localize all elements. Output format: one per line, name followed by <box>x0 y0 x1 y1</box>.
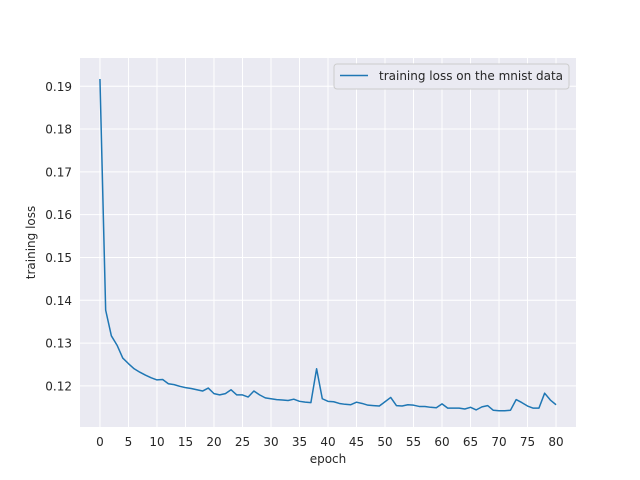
x-tick-label: 80 <box>548 435 563 449</box>
y-tick-labels: 0.12 0.13 0.14 0.15 0.16 0.17 0.18 0.19 <box>45 80 72 394</box>
legend: training loss on the mnist data <box>333 63 570 90</box>
grid-lines <box>80 58 576 427</box>
series-line <box>99 78 557 412</box>
y-tick-label: 0.15 <box>45 251 72 265</box>
x-tick-label: 55 <box>406 435 421 449</box>
x-tick-label: 15 <box>178 435 193 449</box>
x-tick-labels: 0 5 10 15 20 25 30 35 40 45 50 55 60 65 70 75 80 <box>96 435 564 449</box>
series-layer <box>99 78 557 412</box>
x-tick-label: 30 <box>263 435 278 449</box>
y-tick-label: 0.13 <box>45 337 72 351</box>
x-tick-label: 5 <box>125 435 133 449</box>
x-tick-label: 10 <box>149 435 164 449</box>
y-tick-label: 0.14 <box>45 294 72 308</box>
x-tick-label: 70 <box>491 435 506 449</box>
y-tick-label: 0.19 <box>45 80 72 94</box>
x-tick-label: 0 <box>96 435 104 449</box>
y-axis-label: training loss <box>24 206 38 279</box>
x-tick-label: 50 <box>377 435 392 449</box>
x-axis-label: epoch <box>310 452 347 466</box>
legend-box <box>333 63 570 90</box>
legend-label: training loss on the mnist data <box>379 69 563 83</box>
x-tick-label: 65 <box>463 435 478 449</box>
x-tick-label: 25 <box>235 435 250 449</box>
y-tick-label: 0.12 <box>45 379 72 393</box>
y-tick-label: 0.17 <box>45 165 72 179</box>
x-tick-label: 60 <box>434 435 449 449</box>
x-tick-label: 20 <box>206 435 221 449</box>
x-tick-label: 45 <box>349 435 364 449</box>
y-tick-label: 0.16 <box>45 208 72 222</box>
x-tick-label: 40 <box>320 435 335 449</box>
y-tick-label: 0.18 <box>45 123 72 137</box>
x-tick-label: 75 <box>520 435 535 449</box>
x-tick-label: 35 <box>292 435 307 449</box>
